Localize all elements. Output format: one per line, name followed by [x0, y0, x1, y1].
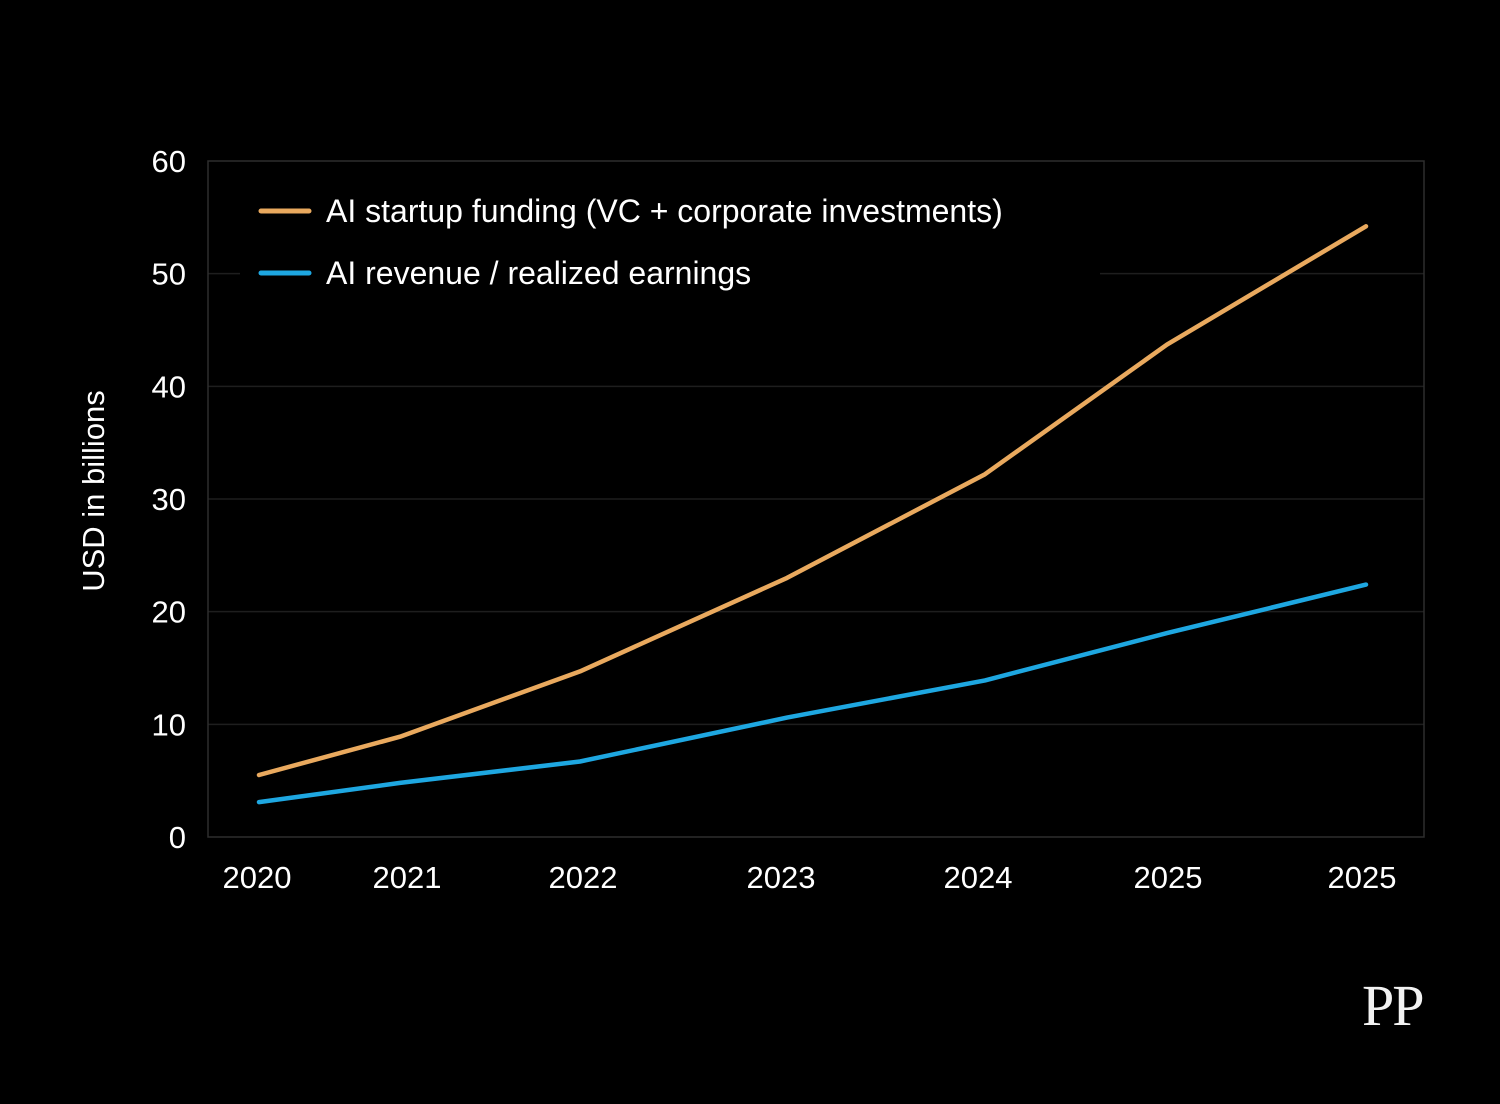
y-tick-label: 50: [152, 257, 186, 292]
y-tick-label: 10: [152, 707, 186, 742]
brand-logo: PP: [1362, 973, 1424, 1038]
x-tick-label: 2024: [944, 860, 1013, 895]
y-tick-label: 30: [152, 482, 186, 517]
x-tick-label: 2020: [223, 860, 292, 895]
legend: AI startup funding (VC + corporate inves…: [240, 178, 1100, 306]
y-tick-label: 60: [152, 144, 186, 179]
y-tick-label: 20: [152, 595, 186, 630]
x-axis-ticks: 2020 2021 2022 2023 2024 2025 2025: [223, 860, 1397, 895]
x-tick-label: 2025: [1134, 860, 1203, 895]
series-lines: [256, 224, 1369, 805]
y-tick-label: 0: [169, 820, 186, 855]
y-tick-label: 40: [152, 369, 186, 404]
x-tick-label: 2023: [747, 860, 816, 895]
legend-background: [240, 178, 1100, 306]
legend-label-funding: AI startup funding (VC + corporate inves…: [326, 193, 1003, 229]
legend-label-revenue: AI revenue / realized earnings: [326, 255, 751, 291]
y-axis-ticks: 0 10 20 30 40 50 60: [152, 144, 186, 855]
y-axis-title: USD in billions: [76, 390, 111, 592]
plot-frame: [207, 160, 1425, 838]
x-tick-label: 2022: [549, 860, 618, 895]
x-tick-label: 2021: [373, 860, 442, 895]
x-tick-label: 2025: [1328, 860, 1397, 895]
